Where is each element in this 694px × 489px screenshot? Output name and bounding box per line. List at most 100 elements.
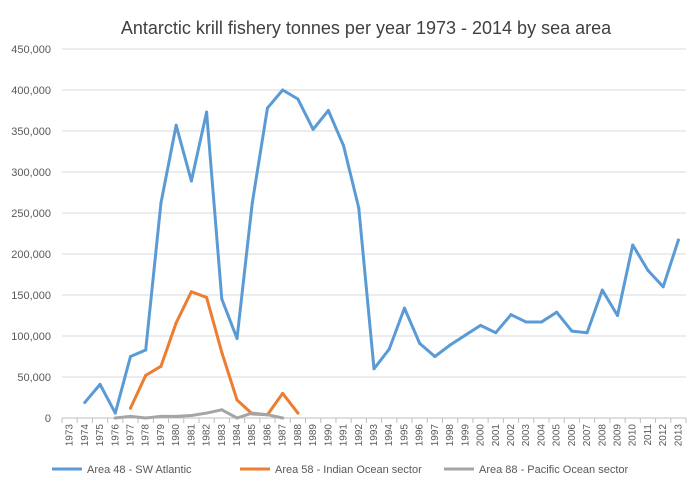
legend-entry: Area 58 - Indian Ocean sector [240,464,422,476]
data-point [250,411,254,415]
x-tick-label: 2004 [536,424,547,447]
data-point [220,297,224,301]
y-tick-label: 250,000 [11,208,51,220]
y-tick-label: 100,000 [11,331,51,343]
x-tick-label: 1994 [384,424,395,447]
data-point [524,320,528,324]
x-tick-label: 1987 [278,424,289,447]
x-tick-label: 2002 [506,424,517,447]
data-point [144,416,148,420]
data-point [189,179,193,183]
data-point [372,367,376,371]
data-point [494,331,498,335]
x-tick-label: 1992 [354,424,365,447]
data-point [281,88,285,92]
data-point [616,314,620,317]
x-tick-label: 1981 [186,424,197,447]
series-1 [83,88,680,415]
series-3 [113,408,285,420]
x-tick-label: 1985 [247,424,258,447]
data-point [296,97,300,101]
x-tick-label: 2010 [628,424,639,447]
x-tick-label: 1976 [110,424,121,447]
data-point [205,295,209,299]
data-point [144,348,148,352]
legend-entry: Area 88 - Pacific Ocean sector [444,464,629,476]
x-tick-label: 1986 [262,424,273,447]
y-tick-label: 200,000 [11,249,51,261]
data-point [220,350,224,354]
x-tick-label: 1977 [125,424,136,447]
data-point [265,106,269,110]
data-point [357,206,361,210]
x-tick-label: 1973 [65,424,76,447]
x-tick-label: 1983 [217,424,228,447]
y-tick-label: 50,000 [17,372,51,384]
data-point [555,310,559,314]
data-point [159,364,163,368]
series-line [113,408,285,420]
data-point [174,123,178,127]
data-point [387,347,391,351]
x-tick-label: 1974 [80,424,91,447]
data-point [128,406,132,410]
data-point [235,398,239,402]
data-point [311,127,315,131]
legend-entry: Area 48 - SW Atlantic [52,464,192,476]
y-tick-label: 300,000 [11,167,51,179]
data-point [98,382,102,386]
y-tick-label: 400,000 [11,85,51,97]
y-tick-label: 0 [45,413,51,425]
x-tick-label: 1993 [369,424,380,447]
data-point [539,320,543,324]
data-point [113,416,117,420]
data-point [281,416,285,420]
y-axis-tick-labels: 0 50,000 100,000 150,000 200,000 250,000 300,0… [11,44,51,425]
y-tick-label: 150,000 [11,290,51,302]
data-point [159,201,163,205]
x-tick-label: 2006 [567,424,578,447]
data-point [646,268,650,272]
data-point [661,285,665,289]
x-tick-label: 1997 [430,424,441,447]
data-point [463,333,467,337]
y-tick-label: 350,000 [11,126,51,138]
legend-label: Area 58 - Indian Ocean sector [275,464,422,476]
x-tick-label: 2007 [582,424,593,447]
data-point [479,323,483,327]
x-tick-label: 2011 [643,424,654,446]
data-point [600,288,604,292]
x-tick-label: 1988 [293,424,304,447]
data-point [250,201,254,205]
data-point [220,408,224,412]
data-point [235,416,239,420]
x-tick-label: 1984 [232,424,243,447]
data-point [159,414,163,418]
chart-title: Antarctic krill fishery tonnes per year … [121,18,612,38]
data-point [205,411,209,415]
data-point [281,391,285,395]
data-point [585,331,589,335]
data-point [448,343,452,347]
data-point [83,400,87,404]
x-axis-tick-labels: 1973 1974 1975 1976 1977 1978 1979 1980 1981 1982… [61,418,687,447]
x-tick-label: 1996 [415,424,426,447]
data-point [189,290,193,294]
series-line [128,290,300,417]
x-tick-label: 1995 [399,424,410,447]
data-point [174,414,178,418]
data-point [205,110,209,114]
data-point [402,306,406,310]
data-point [235,336,239,340]
y-tick-label: 450,000 [11,44,51,56]
x-tick-label: 1990 [323,424,334,447]
x-tick-label: 1991 [339,424,350,447]
x-tick-label: 1999 [460,424,471,447]
x-tick-label: 2012 [658,424,669,447]
series-line [83,88,680,415]
x-tick-label: 1982 [202,424,213,447]
x-tick-label: 2003 [521,424,532,447]
data-point [113,411,117,415]
data-point [265,413,269,417]
x-tick-label: 2001 [491,424,502,447]
